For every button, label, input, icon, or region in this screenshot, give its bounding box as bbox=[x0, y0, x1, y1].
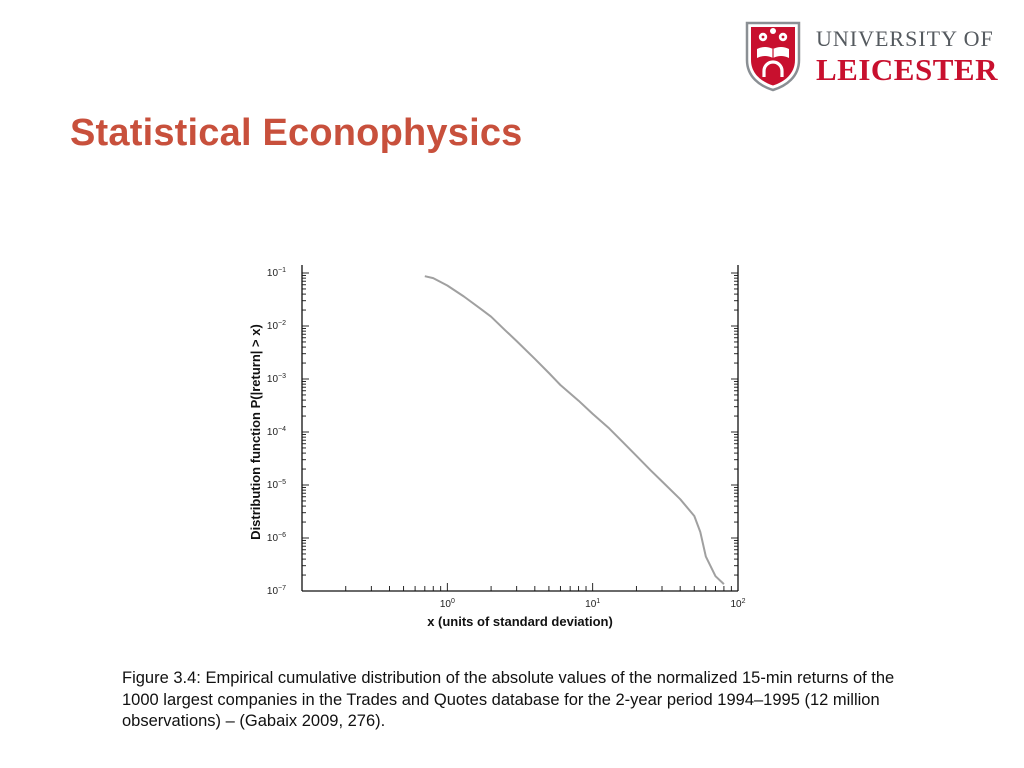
y-tick-label: 10−5 bbox=[267, 479, 286, 491]
logo-text-university-of: UNIVERSITY OF bbox=[816, 26, 994, 51]
chart-frame bbox=[301, 265, 739, 592]
y-tick-label: 10−7 bbox=[267, 585, 286, 597]
y-tick-labels: 10−1 10−2 10−3 10−4 10−5 10−6 10−7 bbox=[267, 267, 286, 597]
university-logo: UNIVERSITY OF LEICESTER bbox=[744, 20, 1014, 94]
series-line-1 bbox=[424, 275, 725, 585]
university-crest-icon bbox=[745, 21, 801, 92]
series-group bbox=[424, 275, 725, 585]
y-axis-label: Distribution function P(|return| > x) bbox=[248, 324, 263, 540]
y-tick-label: 10−4 bbox=[267, 426, 286, 438]
figure-caption: Figure 3.4: Empirical cumulative distrib… bbox=[122, 669, 895, 730]
x-tick-label: 102 bbox=[730, 598, 745, 610]
y-tick-label: 10−3 bbox=[267, 373, 286, 385]
logo-text-leicester: LEICESTER bbox=[816, 52, 998, 87]
distribution-chart: 10−1 10−2 10−3 10−4 10−5 10−6 10−7 100 101 102 D… bbox=[248, 265, 746, 629]
x-axis-ticks bbox=[345, 583, 732, 591]
x-tick-label: 100 bbox=[440, 598, 455, 610]
y-tick-label: 10−1 bbox=[267, 267, 286, 279]
x-axis-label: x (units of standard deviation) bbox=[427, 614, 613, 629]
y-tick-label: 10−6 bbox=[267, 532, 286, 544]
x-tick-label: 101 bbox=[585, 598, 600, 610]
y-tick-label: 10−2 bbox=[267, 320, 286, 332]
y-axis-ticks bbox=[302, 272, 738, 592]
x-tick-labels: 100 101 102 bbox=[440, 598, 746, 610]
slide-title: Statistical Econophysics bbox=[70, 112, 523, 154]
